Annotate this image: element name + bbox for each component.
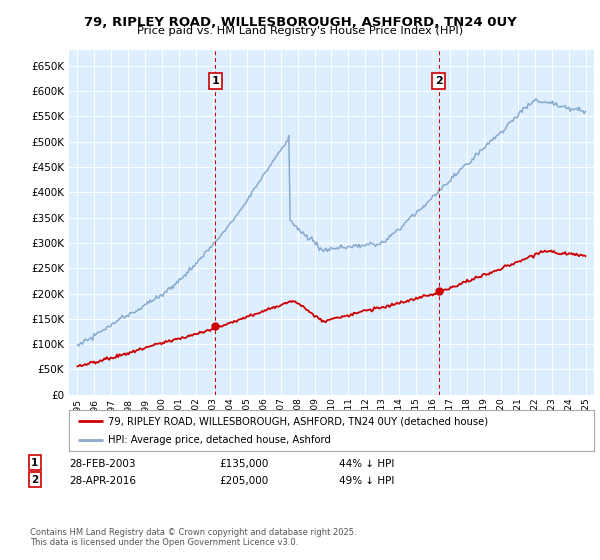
Text: 28-FEB-2003: 28-FEB-2003 [69,459,136,469]
Text: 79, RIPLEY ROAD, WILLESBOROUGH, ASHFORD, TN24 0UY (detached house): 79, RIPLEY ROAD, WILLESBOROUGH, ASHFORD,… [109,417,488,426]
Text: 1: 1 [31,458,38,468]
Text: 1: 1 [212,76,220,86]
Text: £135,000: £135,000 [219,459,268,469]
Text: HPI: Average price, detached house, Ashford: HPI: Average price, detached house, Ashf… [109,435,331,445]
Text: 2: 2 [435,76,443,86]
Text: 2: 2 [31,475,38,485]
Text: 44% ↓ HPI: 44% ↓ HPI [339,459,394,469]
Text: 49% ↓ HPI: 49% ↓ HPI [339,476,394,486]
Text: 79, RIPLEY ROAD, WILLESBOROUGH, ASHFORD, TN24 0UY: 79, RIPLEY ROAD, WILLESBOROUGH, ASHFORD,… [83,16,517,29]
Text: Contains HM Land Registry data © Crown copyright and database right 2025.
This d: Contains HM Land Registry data © Crown c… [30,528,356,547]
Text: Price paid vs. HM Land Registry's House Price Index (HPI): Price paid vs. HM Land Registry's House … [137,26,463,36]
Text: 28-APR-2016: 28-APR-2016 [69,476,136,486]
Text: £205,000: £205,000 [219,476,268,486]
